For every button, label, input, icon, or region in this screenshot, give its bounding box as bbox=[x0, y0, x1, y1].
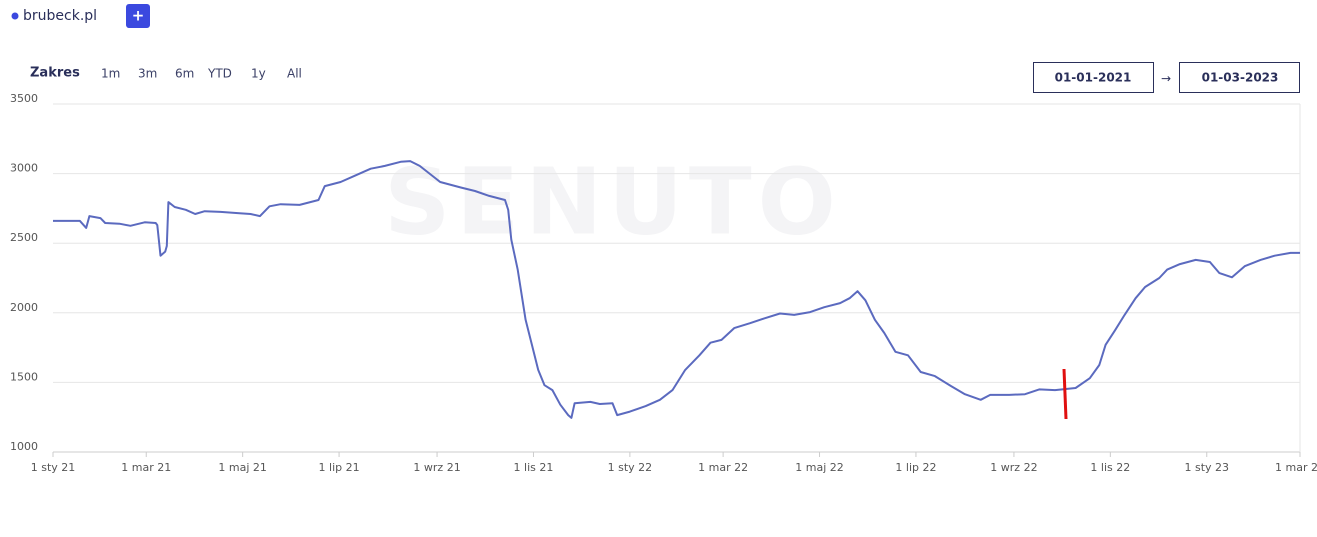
line-series bbox=[53, 160, 1300, 419]
arrow: → bbox=[1161, 72, 1171, 86]
x-tick-label: 1 sty 21 bbox=[31, 461, 76, 474]
y-tick-label: 1000 bbox=[10, 440, 38, 453]
x-tick-label: 1 mar 23 bbox=[1275, 461, 1317, 474]
x-tick-label: 1 mar 22 bbox=[698, 461, 748, 474]
x-tick-label: 1 lis 22 bbox=[1090, 461, 1130, 474]
plot: 1000 1500 2000 2500 3000 3500 1 sty 21 1 mar 21… bbox=[10, 92, 1317, 474]
add-button[interactable] bbox=[126, 4, 150, 28]
date-from-box[interactable] bbox=[1033, 62, 1154, 93]
y-tick-label: 3500 bbox=[10, 92, 38, 105]
date-from[interactable]: 01-01-2021 bbox=[1055, 71, 1132, 85]
x-tick-label: 1 lip 21 bbox=[319, 461, 360, 474]
range-button[interactable]: 1m bbox=[101, 67, 120, 81]
add-button-label[interactable]: + bbox=[132, 7, 145, 25]
date-to-box[interactable] bbox=[1179, 62, 1300, 93]
range-button[interactable]: YTD bbox=[207, 67, 232, 81]
x-tick-label: 1 lip 22 bbox=[895, 461, 936, 474]
x-tick-label: 1 wrz 22 bbox=[990, 461, 1037, 474]
x-tick-label: 1 sty 23 bbox=[1184, 461, 1229, 474]
site-name: brubeck.pl bbox=[23, 8, 97, 24]
y-tick-label: 2000 bbox=[10, 301, 38, 314]
x-tick-label: 1 wrz 21 bbox=[413, 461, 460, 474]
range-button[interactable]: All bbox=[287, 67, 302, 81]
range-button[interactable]: 3m bbox=[138, 67, 157, 81]
series-dot bbox=[11, 12, 19, 20]
y-tick-label: 1500 bbox=[10, 370, 38, 383]
x-tick-label: 1 mar 21 bbox=[121, 461, 171, 474]
x-tick-label: 1 maj 21 bbox=[218, 461, 267, 474]
y-tick-label: 3000 bbox=[10, 162, 38, 175]
watermark: SENUTO bbox=[384, 148, 842, 255]
x-tick-label: 1 sty 22 bbox=[608, 461, 653, 474]
x-tick-label: 1 maj 22 bbox=[795, 461, 844, 474]
x-tick-label: 1 lis 21 bbox=[514, 461, 554, 474]
y-tick-label: 2500 bbox=[10, 231, 38, 244]
range-button[interactable]: 6m bbox=[175, 67, 194, 81]
date-to[interactable]: 01-03-2023 bbox=[1202, 71, 1279, 85]
range-label: Zakres bbox=[30, 66, 80, 81]
range-button[interactable]: 1y bbox=[251, 67, 266, 81]
event-marker bbox=[1062, 368, 1068, 420]
